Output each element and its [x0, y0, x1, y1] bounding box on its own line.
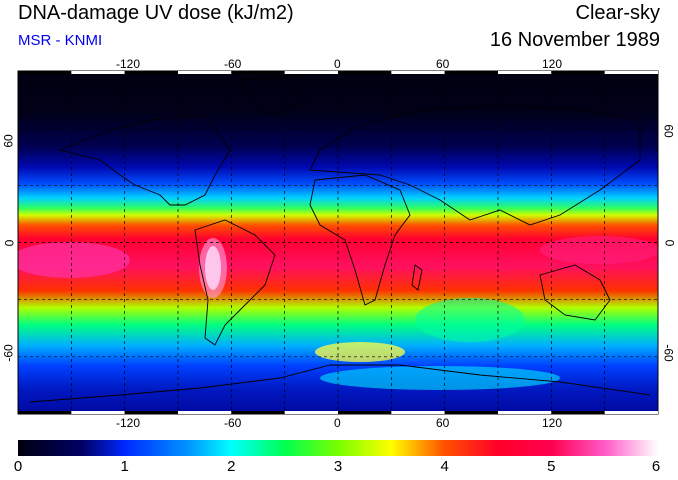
sky-condition: Clear-sky: [575, 2, 660, 24]
colorbar-label-0: 0: [13, 458, 23, 475]
lon-tick-bottom-2: -60: [224, 416, 242, 430]
border-tick: [124, 411, 178, 414]
indian-ocean-green: [415, 298, 525, 342]
colorbar-label-5: 5: [547, 458, 556, 475]
australia-coast: [539, 264, 611, 321]
madagascar-coast: [411, 264, 423, 291]
lat-tick-left-2: 0: [2, 239, 17, 247]
antarctica-coast: [29, 364, 651, 403]
lat-tick-right-2: 0: [662, 239, 677, 247]
lon-tick-top-5: 120: [542, 57, 563, 71]
border-tick: [444, 411, 498, 414]
border-tick: [18, 411, 72, 414]
colorbar-label-2: 2: [227, 458, 236, 475]
lon-tick-top-2: -60: [224, 57, 242, 71]
colorbar-label-4: 4: [440, 458, 449, 475]
lon-tick-bottom-5: 120: [542, 416, 563, 430]
colorbar-label-6: 6: [651, 458, 661, 475]
lat-tick-left-3: -60: [1, 344, 16, 362]
border-ticks: [18, 71, 658, 414]
lat-tick-right-1: 60: [661, 124, 676, 138]
lon-tick-bottom-4: 60: [436, 416, 450, 430]
lon-tick-bottom-1: -120: [116, 416, 141, 430]
colorbar: [18, 440, 658, 456]
lon-tick-top-3: 0: [334, 57, 341, 71]
border-tick: [231, 411, 285, 414]
border-tick: [391, 411, 445, 414]
map-subtitle: MSR - KNMI: [18, 32, 103, 49]
pacific-pink-band: [18, 242, 130, 278]
border-tick: [284, 411, 338, 414]
map-title: DNA-damage UV dose (kJ/m2): [18, 2, 294, 24]
border-tick: [391, 71, 445, 74]
antarctic-cyan: [320, 366, 560, 390]
border-tick: [18, 71, 72, 74]
border-tick: [124, 71, 178, 74]
border-tick: [231, 71, 285, 74]
pacific-pink-band-east: [540, 236, 658, 264]
map-date: 16 November 1989: [489, 29, 660, 51]
border-tick: [444, 71, 498, 74]
lon-tick-bottom-3: 0: [334, 416, 341, 430]
border-tick: [284, 71, 338, 74]
border-tick: [551, 71, 605, 74]
border-tick: [338, 71, 392, 74]
north-america-coast: [58, 114, 231, 206]
border-tick: [338, 411, 392, 414]
border-tick: [71, 71, 125, 74]
south-america-coast: [194, 219, 276, 346]
lat-tick-left-1: 60: [1, 134, 16, 148]
graticule: [18, 71, 658, 414]
eurasia-coast: [309, 104, 641, 226]
border-tick: [498, 411, 552, 414]
andes-halo: [199, 238, 227, 298]
border-tick: [71, 411, 125, 414]
border-tick: [178, 71, 232, 74]
lat-tick-right-3: -60: [661, 344, 676, 362]
colorbar-label-3: 3: [333, 458, 343, 475]
colorbar-label-1: 1: [120, 458, 129, 475]
lon-tick-top-4: 60: [436, 57, 450, 71]
border-tick: [498, 71, 552, 74]
border-tick: [178, 411, 232, 414]
map-panel: [18, 71, 658, 414]
greenland-coast: [239, 74, 306, 116]
border-tick: [604, 71, 658, 74]
lon-tick-top-1: -120: [116, 57, 141, 71]
border-tick: [604, 411, 658, 414]
border-tick: [551, 411, 605, 414]
